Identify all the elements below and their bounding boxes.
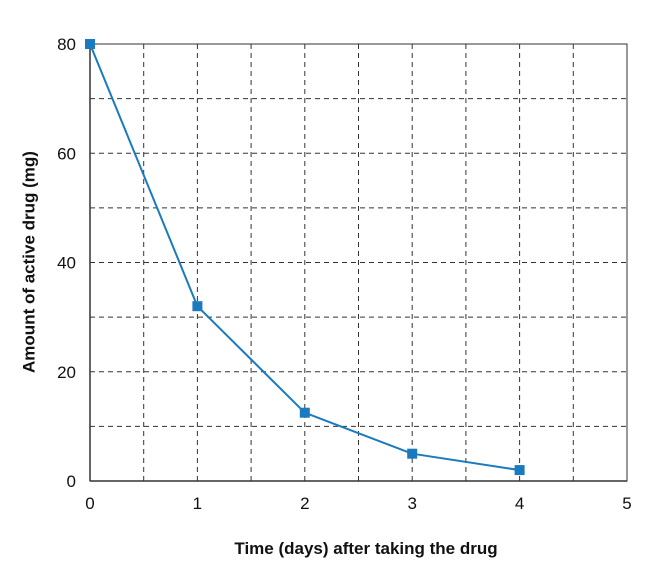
y-tick-label: 80 xyxy=(57,35,76,54)
y-tick-label: 20 xyxy=(57,363,76,382)
x-tick-label: 4 xyxy=(515,494,524,513)
y-axis-title: Amount of active drug (mg) xyxy=(19,151,38,373)
y-tick-label: 40 xyxy=(57,254,76,273)
x-tick-labels: 0 1 2 3 4 5 xyxy=(85,494,631,513)
grid-lines xyxy=(90,44,627,481)
x-tick-label: 3 xyxy=(407,494,416,513)
data-series xyxy=(85,39,525,476)
y-tick-labels: 0 20 40 60 80 xyxy=(57,35,76,491)
data-point-marker xyxy=(407,448,418,459)
x-tick-label: 1 xyxy=(193,494,202,513)
x-axis-title: Time (days) after taking the drug xyxy=(234,539,497,558)
data-point-marker xyxy=(85,39,95,49)
y-tick-label: 0 xyxy=(67,472,76,491)
data-point-marker xyxy=(514,465,525,476)
y-tick-label: 60 xyxy=(57,144,76,163)
x-tick-label: 0 xyxy=(85,494,94,513)
data-point-marker xyxy=(192,301,203,312)
x-tick-label: 2 xyxy=(300,494,309,513)
data-point-marker xyxy=(299,407,310,418)
x-tick-label: 5 xyxy=(622,494,631,513)
axes xyxy=(89,44,627,482)
